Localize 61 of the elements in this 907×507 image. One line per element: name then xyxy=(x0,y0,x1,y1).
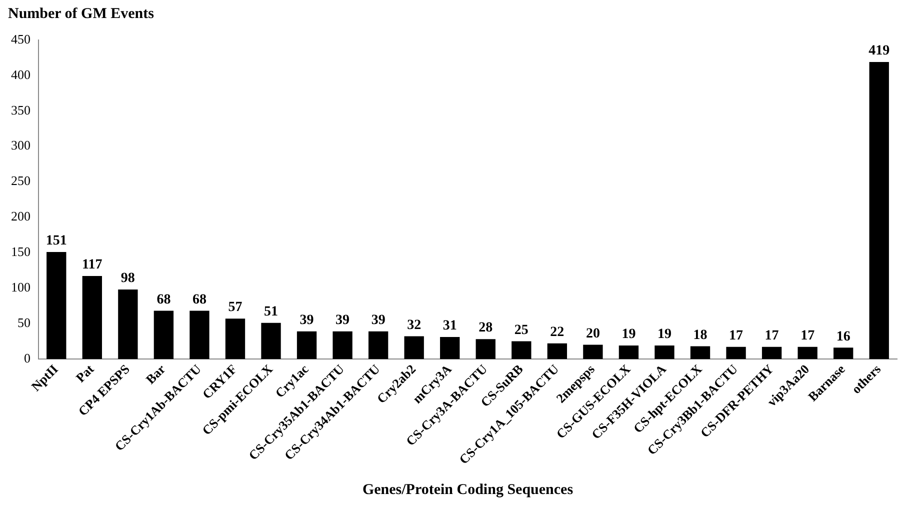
data-label: 51 xyxy=(264,304,278,320)
data-label: 39 xyxy=(371,312,386,328)
bar xyxy=(762,346,782,359)
bar xyxy=(440,337,460,359)
data-label: 16 xyxy=(836,329,850,344)
x-tick-label: Pat xyxy=(72,360,98,386)
y-tick-label: 150 xyxy=(11,244,30,260)
y-tick-label: 50 xyxy=(18,314,30,330)
bar xyxy=(46,252,66,359)
bar xyxy=(225,318,246,359)
y-axis-title: Number of GM Events xyxy=(8,6,154,23)
y-tick-label: 450 xyxy=(11,31,30,46)
x-axis-title: Genes/Protein Coding Sequences xyxy=(362,482,574,498)
data-label: 31 xyxy=(442,318,457,334)
data-label: 68 xyxy=(192,292,206,308)
data-label: 22 xyxy=(550,325,564,340)
data-label: 28 xyxy=(478,320,493,336)
data-label: 68 xyxy=(156,292,171,308)
data-label: 57 xyxy=(228,300,242,316)
y-tick-label: 350 xyxy=(11,102,30,118)
bar xyxy=(618,346,639,359)
bar xyxy=(583,344,603,359)
data-label: 39 xyxy=(300,312,314,328)
data-label: 117 xyxy=(82,258,102,273)
bar xyxy=(834,348,854,359)
y-tick-label: 250 xyxy=(11,173,30,188)
data-label: 39 xyxy=(336,312,350,328)
data-label: 419 xyxy=(868,44,890,59)
data-label: 20 xyxy=(586,326,600,342)
bar xyxy=(512,341,532,359)
data-label: 19 xyxy=(657,327,672,342)
bar xyxy=(82,276,102,359)
y-tick-label: 200 xyxy=(11,208,30,224)
y-tick-label: 400 xyxy=(11,66,30,82)
bar xyxy=(476,339,496,359)
data-label: 17 xyxy=(800,328,815,344)
data-label: 151 xyxy=(46,234,67,249)
bar xyxy=(368,331,388,359)
data-label: 98 xyxy=(120,271,135,286)
bar xyxy=(261,322,281,359)
bar xyxy=(404,336,424,359)
bar xyxy=(547,343,568,359)
bar xyxy=(654,346,674,359)
bar xyxy=(190,310,210,359)
bar xyxy=(154,310,174,359)
bar xyxy=(869,62,889,359)
data-label: 17 xyxy=(729,328,744,344)
data-label: 19 xyxy=(622,327,636,342)
data-label: 25 xyxy=(514,322,528,338)
bar xyxy=(332,331,352,359)
bar xyxy=(118,290,138,359)
y-tick-label: 100 xyxy=(11,280,30,295)
bar xyxy=(690,346,710,359)
y-tick-label: 300 xyxy=(11,138,30,153)
bar xyxy=(798,346,818,359)
data-label: 17 xyxy=(764,328,779,344)
data-label: 32 xyxy=(407,318,422,333)
bar xyxy=(726,346,746,359)
data-label: 18 xyxy=(693,328,708,343)
bar xyxy=(296,331,317,359)
y-tick-label: 0 xyxy=(24,350,30,366)
